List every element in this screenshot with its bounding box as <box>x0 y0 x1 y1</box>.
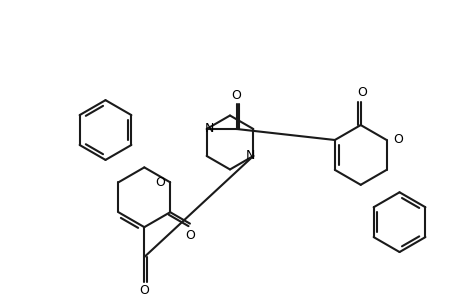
Text: O: O <box>155 176 165 189</box>
Text: N: N <box>204 122 214 136</box>
Text: O: O <box>231 89 241 102</box>
Text: N: N <box>245 149 255 163</box>
Text: O: O <box>185 229 195 242</box>
Text: O: O <box>139 284 149 297</box>
Text: O: O <box>356 86 366 99</box>
Text: O: O <box>392 134 402 146</box>
